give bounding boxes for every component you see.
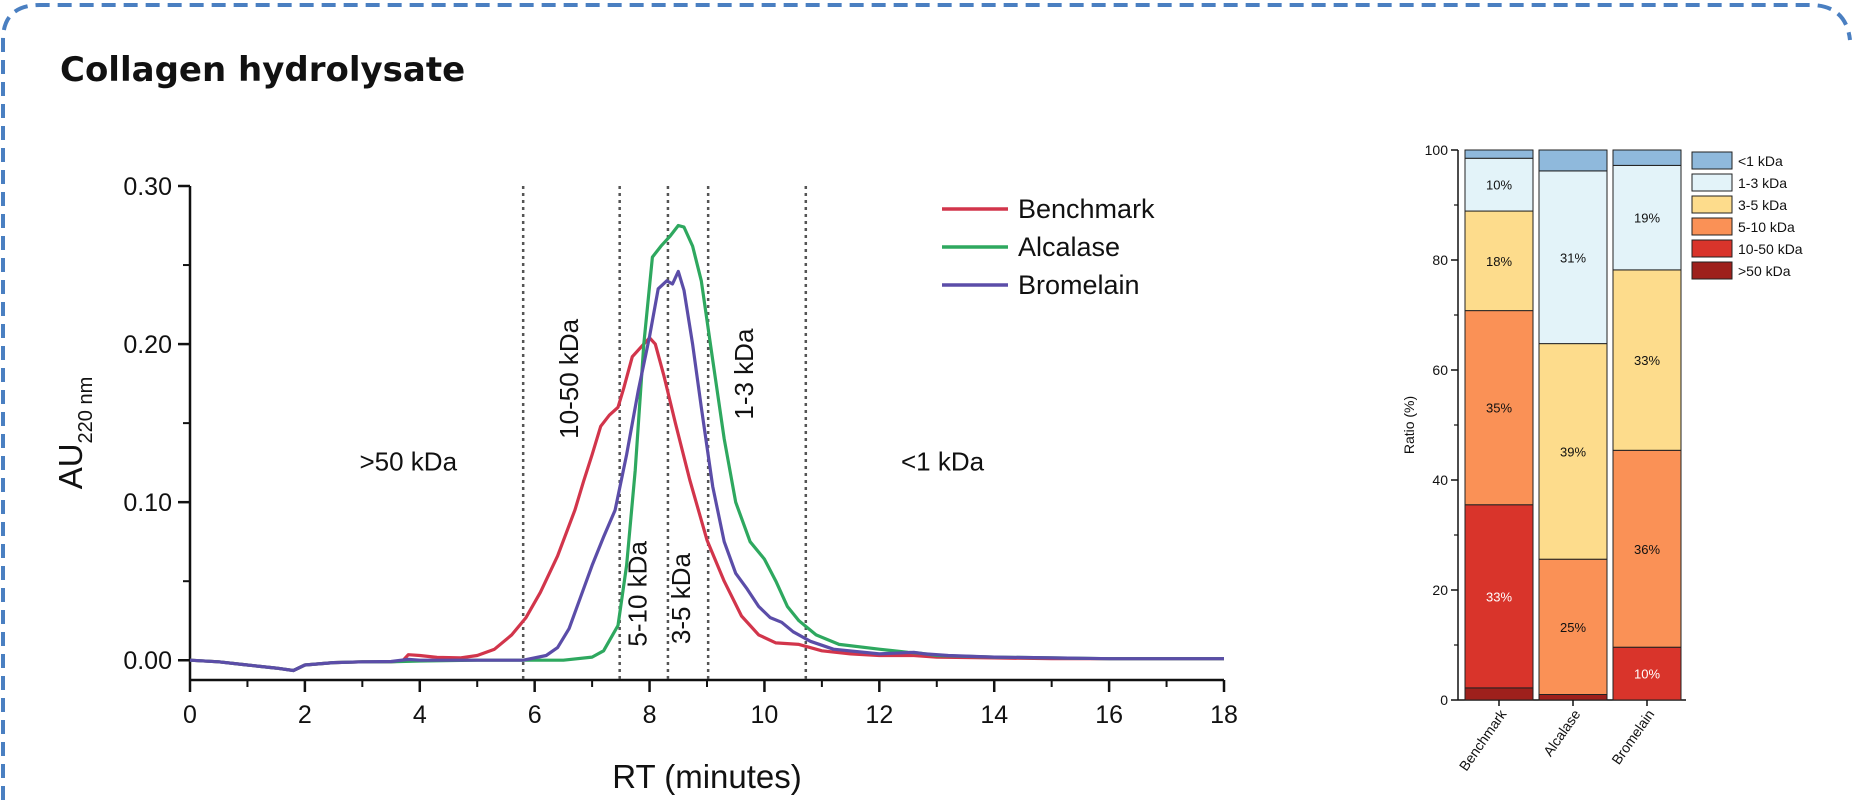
y-axis-label-sub: 220 nm — [75, 377, 97, 444]
bar-category-label: Bromelain — [1608, 707, 1657, 768]
x-tick-label: 6 — [528, 701, 542, 729]
dashed-panel-border — [0, 3, 1852, 800]
region-label-3-5-kda: 3-5 kDa — [666, 553, 696, 645]
panel-title: Collagen hydrolysate — [60, 50, 465, 90]
y-tick-label: 0.00 — [123, 647, 172, 675]
x-tick-label: 12 — [865, 701, 893, 729]
legend-label-benchmark: Benchmark — [1018, 194, 1155, 224]
bar-y-tick-label: 80 — [1432, 252, 1448, 268]
bar-segment-benchmark-gt-50-kda — [1464, 687, 1534, 701]
bar-segment-label: 35% — [1486, 401, 1512, 416]
bar-legend-swatch-1-3-kda — [1691, 173, 1733, 192]
bar-y-tick-label: 60 — [1432, 362, 1448, 378]
x-tick-label: 0 — [183, 701, 197, 729]
bar-legend-label-10-50-kda: 10-50 kDa — [1738, 241, 1803, 257]
x-axis-label: RT (minutes) — [612, 758, 802, 795]
bar-segment-label: 36% — [1634, 542, 1660, 557]
bar-segment-benchmark-1-3-kda — [1464, 157, 1534, 212]
bar-segment-alcalase-5-10-kda — [1538, 558, 1608, 696]
bar-segment-label: 39% — [1560, 444, 1586, 459]
bar-y-axis-label: Ratio (%) — [1401, 396, 1417, 454]
legend-label-alcalase: Alcalase — [1018, 232, 1120, 262]
region-label-10-50-kda: 10-50 kDa — [554, 318, 584, 438]
y-tick-label: 0.30 — [123, 173, 172, 201]
bar-segment-bromelain-1-3-kda — [1612, 164, 1682, 271]
y-tick-label: 0.20 — [123, 331, 172, 359]
bar-segment-alcalase-lt-1-kda — [1538, 149, 1608, 172]
bar-segment-alcalase-gt-50-kda — [1538, 694, 1608, 701]
bar-legend-swatch-3-5-kda — [1691, 195, 1733, 214]
bar-segment-label: 31% — [1560, 250, 1586, 265]
bar-segment-label: 10% — [1634, 667, 1660, 682]
bar-category-label: Benchmark — [1456, 706, 1510, 774]
bar-segment-label: 10% — [1486, 178, 1512, 193]
bar-segment-bromelain-5-10-kda — [1612, 449, 1682, 648]
bar-segment-benchmark-lt-1-kda — [1464, 149, 1534, 159]
bar-segment-benchmark-3-5-kda — [1464, 210, 1534, 312]
bar-segment-bromelain-lt-1-kda — [1612, 149, 1682, 166]
x-tick-label: 4 — [413, 701, 427, 729]
bar-segment-benchmark-10-50-kda — [1464, 504, 1534, 689]
series-line-bromelain — [189, 269, 1224, 673]
x-tick-label: 10 — [751, 701, 779, 729]
bar-y-tick-label: 20 — [1432, 582, 1448, 598]
bar-y-tick-label: 40 — [1432, 472, 1448, 488]
bar-legend-label-5-10-kda: 5-10 kDa — [1738, 219, 1795, 235]
bar-segment-label: 25% — [1560, 620, 1586, 635]
region-label-gt-50-kda: >50 kDa — [359, 447, 457, 477]
bar-legend-swatch-5-10-kda — [1691, 217, 1733, 236]
x-tick-label: 2 — [298, 701, 312, 729]
legend-label-bromelain: Bromelain — [1018, 270, 1140, 300]
x-tick-label: 18 — [1210, 701, 1238, 729]
bar-legend-label-lt-1-kda: <1 kDa — [1738, 153, 1783, 169]
chromatogram-chart: 0 2 4 6 8 10 12 14 16 18 0.00 0.10 0.20 0.30 RT (minut… — [52, 173, 1238, 795]
bar-legend-swatch-gt-50-kda — [1691, 261, 1733, 280]
bar-legend-label-1-3-kda: 1-3 kDa — [1738, 175, 1787, 191]
bar-segment-bromelain-10-50-kda — [1612, 646, 1682, 701]
bar-segment-label: 18% — [1486, 254, 1512, 269]
bar-segment-benchmark-5-10-kda — [1464, 310, 1534, 506]
bar-segment-bromelain-3-5-kda — [1612, 269, 1682, 451]
bar-category-label: Alcalase — [1540, 706, 1584, 759]
bar-y-tick-label: 100 — [1425, 142, 1449, 158]
bar-segment-label: 19% — [1634, 211, 1660, 226]
bar-legend-label-3-5-kda: 3-5 kDa — [1738, 197, 1787, 213]
x-tick-label: 14 — [980, 701, 1008, 729]
bar-legend-label-gt-50-kda: >50 kDa — [1738, 263, 1791, 279]
bar-legend-swatch-lt-1-kda — [1691, 151, 1733, 170]
mw-distribution-chart: 0 20 40 60 80 100 Ratio (%) 33% 35% 18% 10% Benchma… — [1401, 142, 1803, 774]
x-tick-label: 8 — [643, 701, 657, 729]
y-axis-label: AU220 nm — [52, 377, 97, 490]
region-label-1-3-kda: 1-3 kDa — [729, 328, 759, 420]
region-label-lt-1-kda: <1 kDa — [901, 447, 985, 477]
y-axis-label-main: AU — [52, 443, 89, 489]
x-tick-label: 16 — [1095, 701, 1123, 729]
y-tick-label: 0.10 — [123, 489, 172, 517]
bar-segment-alcalase-3-5-kda — [1538, 343, 1608, 560]
bar-segment-label: 33% — [1634, 353, 1660, 368]
bar-segment-label: 33% — [1486, 589, 1512, 604]
bar-y-tick-label: 0 — [1440, 692, 1448, 708]
bar-legend-swatch-10-50-kda — [1691, 239, 1733, 258]
